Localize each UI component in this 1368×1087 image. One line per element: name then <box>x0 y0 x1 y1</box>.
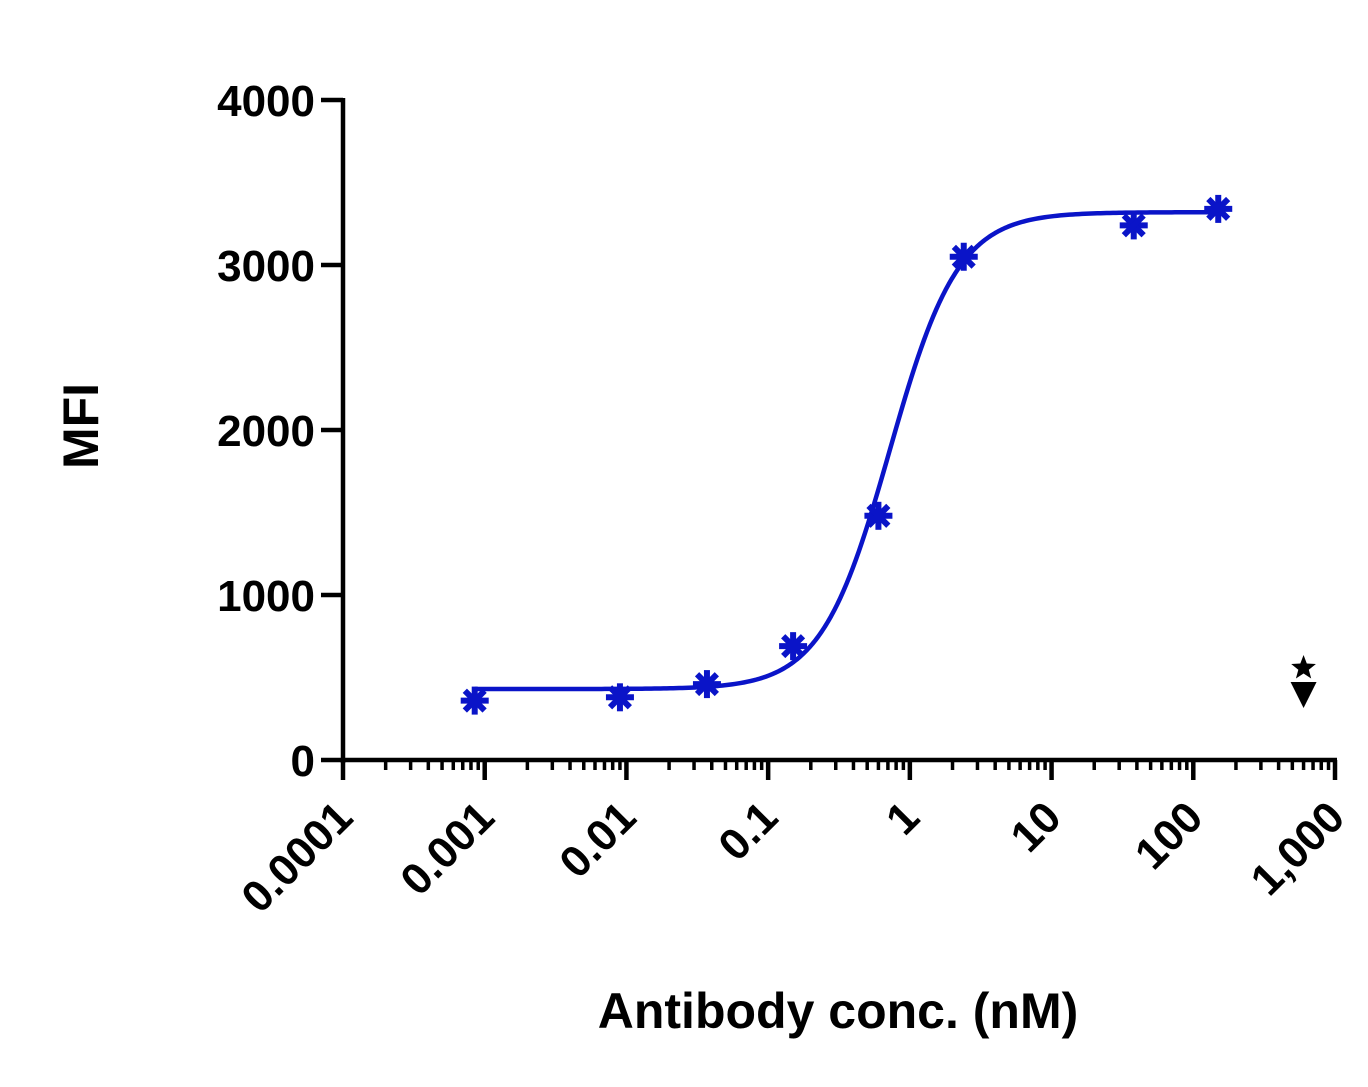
star-icon <box>1291 655 1316 679</box>
x-tick-label: 0.001 <box>391 792 504 905</box>
data-point <box>692 670 721 699</box>
y-axis: 0 1000 2000 3000 4000 <box>217 77 346 786</box>
y-tick-label: 4000 <box>217 77 315 126</box>
data-point <box>1204 194 1233 223</box>
data-point <box>779 632 808 661</box>
y-axis-title: MFI <box>53 383 109 469</box>
y-tick-label: 2000 <box>217 407 315 456</box>
data-point <box>864 501 893 530</box>
x-tick-label: 1,000 <box>1242 792 1355 905</box>
data-point <box>949 242 978 271</box>
x-tick-label: 0.01 <box>550 792 645 887</box>
x-axis-title: Antibody conc. (nM) <box>598 983 1079 1039</box>
x-tick-label: 0.0001 <box>232 792 362 922</box>
fit-curve <box>474 209 1219 692</box>
x-axis: 0.0001 0.001 0.01 0.1 1 10 100 1,000 <box>232 757 1355 922</box>
down-triangle-icon <box>1290 682 1317 708</box>
data-point <box>460 686 489 715</box>
plot-area <box>460 194 1317 715</box>
x-tick-label: 10 <box>1001 792 1070 861</box>
x-tick-label: 0.1 <box>709 792 787 870</box>
data-point <box>605 683 634 712</box>
y-tick-label: 0 <box>291 737 315 786</box>
y-tick-label: 1000 <box>217 572 315 621</box>
data-point <box>1119 211 1148 240</box>
x-tick-label: 100 <box>1126 792 1213 879</box>
y-tick-label: 3000 <box>217 242 315 291</box>
star-triangle-annotation <box>1290 655 1317 708</box>
x-tick-label: 1 <box>877 792 929 844</box>
